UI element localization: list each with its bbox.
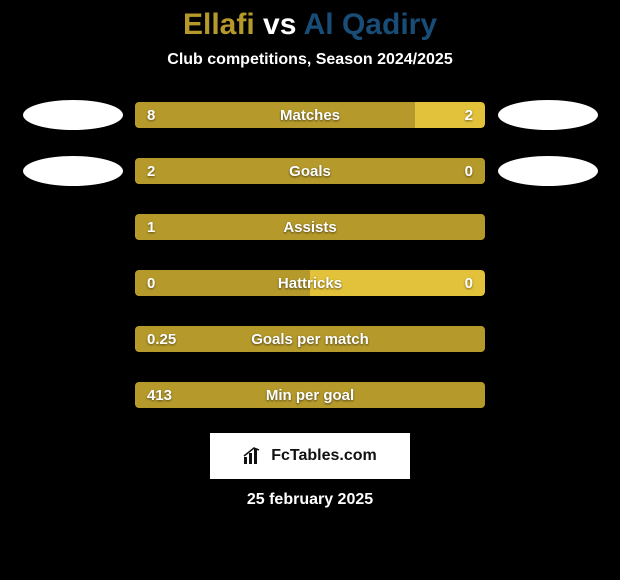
stat-bar: 413Min per goal [135,382,485,408]
stats-list: 82Matches 20Goals 1Assists 00Hattricks 0.25G… [0,97,620,413]
player1-ellipse [23,156,123,186]
stat-row: 1Assists [0,209,620,245]
stat-bar: 82Matches [135,102,485,128]
stat-bar: 20Goals [135,158,485,184]
stat-bar: 0.25Goals per match [135,326,485,352]
stat-label: Goals [135,158,485,184]
right-shape-slot [495,377,600,413]
right-shape-slot [495,97,600,133]
left-shape-slot [20,209,125,245]
left-shape-slot [20,153,125,189]
date-label: 25 february 2025 [0,491,620,509]
root: Ellafi vs Al Qadiry Club competitions, S… [0,0,620,509]
subtitle: Club competitions, Season 2024/2025 [0,51,620,69]
left-shape-slot [20,265,125,301]
stat-row: 0.25Goals per match [0,321,620,357]
stat-label: Hattricks [135,270,485,296]
player2-ellipse [498,156,598,186]
right-shape-slot [495,321,600,357]
stat-row: 413Min per goal [0,377,620,413]
left-shape-slot [20,321,125,357]
stat-label: Min per goal [135,382,485,408]
stat-label: Matches [135,102,485,128]
stat-bar: 1Assists [135,214,485,240]
stat-row: 82Matches [0,97,620,133]
title-player2: Al Qadiry [304,8,437,41]
stat-label: Goals per match [135,326,485,352]
title-player1: Ellafi [183,8,255,41]
left-shape-slot [20,97,125,133]
brand-badge[interactable]: FcTables.com [210,433,410,479]
right-shape-slot [495,209,600,245]
stat-bar: 00Hattricks [135,270,485,296]
right-shape-slot [495,153,600,189]
title-vs: vs [263,8,296,41]
chart-icon [243,447,265,465]
page-title: Ellafi vs Al Qadiry [0,8,620,41]
brand-text: FcTables.com [271,447,377,465]
left-shape-slot [20,377,125,413]
player1-ellipse [23,100,123,130]
right-shape-slot [495,265,600,301]
stat-row: 00Hattricks [0,265,620,301]
stat-row: 20Goals [0,153,620,189]
stat-label: Assists [135,214,485,240]
player2-ellipse [498,100,598,130]
